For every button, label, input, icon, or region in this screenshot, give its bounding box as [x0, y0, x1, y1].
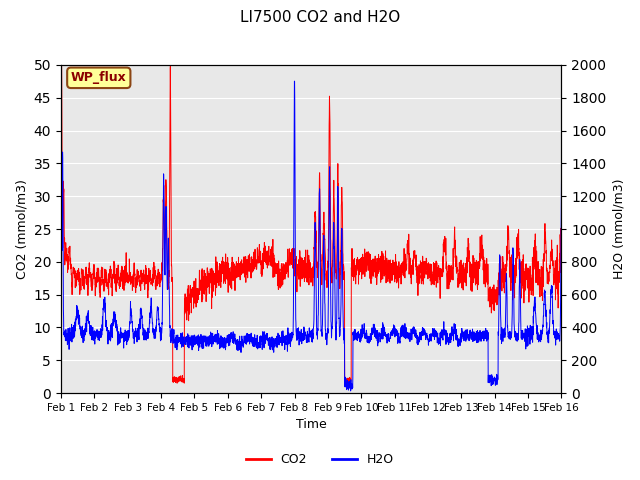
- Y-axis label: H2O (mmol/m3): H2O (mmol/m3): [612, 179, 625, 279]
- Text: WP_flux: WP_flux: [71, 72, 127, 84]
- X-axis label: Time: Time: [296, 419, 326, 432]
- Y-axis label: CO2 (mmol/m3): CO2 (mmol/m3): [15, 179, 28, 279]
- Legend: CO2, H2O: CO2, H2O: [241, 448, 399, 471]
- Text: LI7500 CO2 and H2O: LI7500 CO2 and H2O: [240, 10, 400, 24]
